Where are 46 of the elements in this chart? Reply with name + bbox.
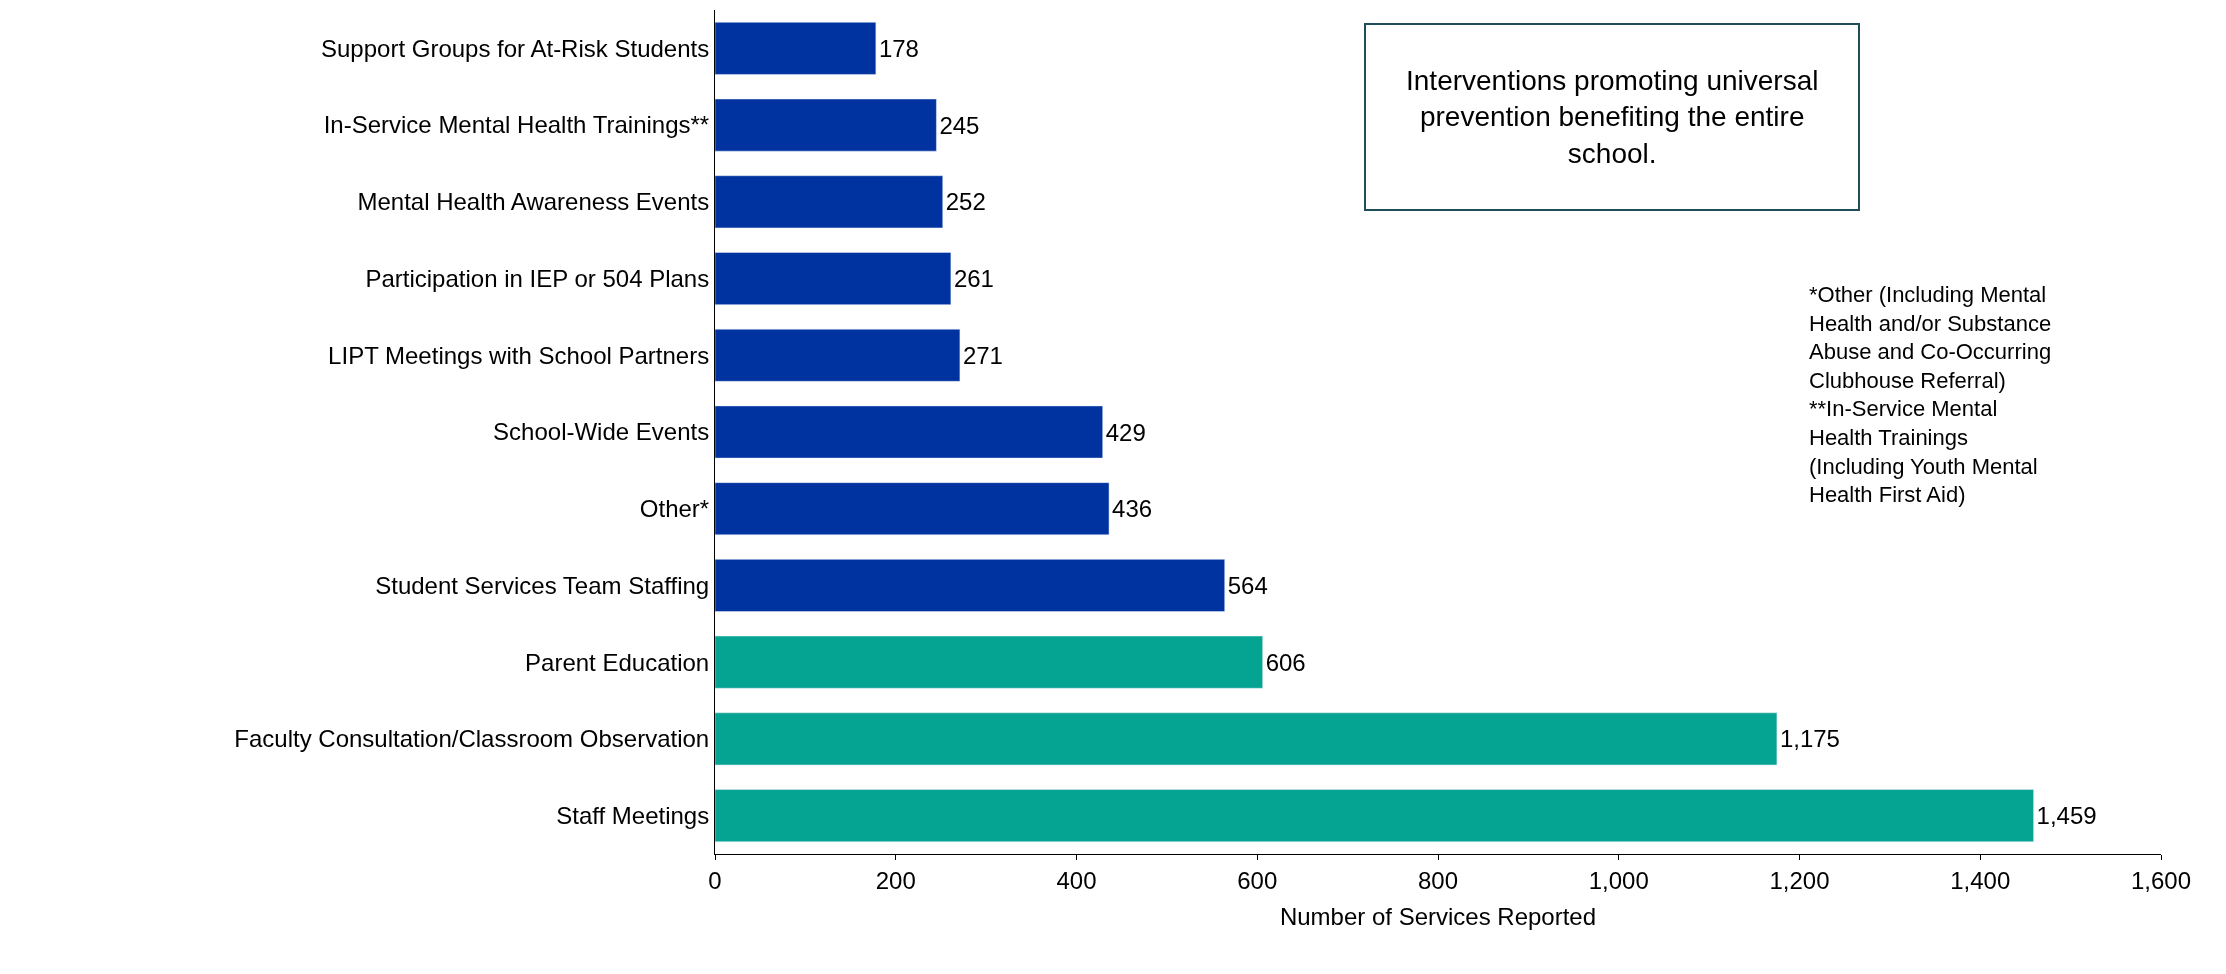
data-label: 1,459 [2036,802,2097,830]
y-tick-label: Mental Health Awareness Events [357,188,710,216]
bar [715,405,1103,459]
bar [715,175,943,229]
y-tick-label: Faculty Consultation/Classroom Observation [234,725,710,753]
bar [715,252,952,305]
x-tick-label: 1,200 [1769,866,1830,894]
bar [715,98,937,152]
y-tick-label: Support Groups for At-Risk Students [321,34,710,62]
y-tick-label: Staff Meetings [556,802,710,830]
x-tick-label: 1,600 [2130,866,2192,894]
y-tick-label: Parent Education [525,648,710,676]
x-tick-label: 800 [1417,866,1459,894]
bar [715,559,1225,612]
x-axis-title: Number of Services Reported [1279,903,1597,931]
y-tick-label: Participation in IEP or 504 Plans [365,264,710,292]
bar [715,482,1110,536]
annotation: *Other (Including Mental Health and/or Substance Abuse and Co-Occurring Clubhouse Referral) [1809,282,2052,393]
x-tick-label: 200 [875,866,916,894]
data-label: 178 [878,34,919,62]
data-label: 1,175 [1779,725,1840,753]
bar [715,22,877,75]
x-tick-label: 1,400 [1950,866,2011,894]
data-label: 429 [1105,418,1146,446]
data-label: 436 [1112,495,1153,523]
annotation: Interventions promoting universal prevention benefiting the entire school. [1406,65,1819,169]
annotation: **In-Service Mental Health Trainings (Including Youth Mental Health First Aid) [1809,396,2038,508]
x-tick-label: 400 [1056,866,1097,894]
y-tick-label: In-Service Mental Health Trainings** [323,111,710,139]
x-tick-label: 600 [1237,866,1278,894]
y-tick-label: Other* [639,495,710,523]
bar [715,635,1263,689]
data-label: 245 [939,111,980,139]
bar [715,789,2034,842]
bar [715,328,961,382]
y-tick-label: Student Services Team Staffing [375,571,710,599]
x-tick-label: 0 [708,866,722,894]
bar [715,712,1778,766]
data-label: 271 [962,341,1003,369]
y-tick-label: LIPT Meetings with School Partners [328,341,710,369]
data-label: 261 [953,265,994,293]
data-label: 564 [1227,571,1268,599]
data-label: 606 [1265,648,1306,676]
y-tick-label: School-Wide Events [493,418,710,446]
x-tick-label: 1,000 [1588,866,1649,894]
data-label: 252 [945,188,986,216]
